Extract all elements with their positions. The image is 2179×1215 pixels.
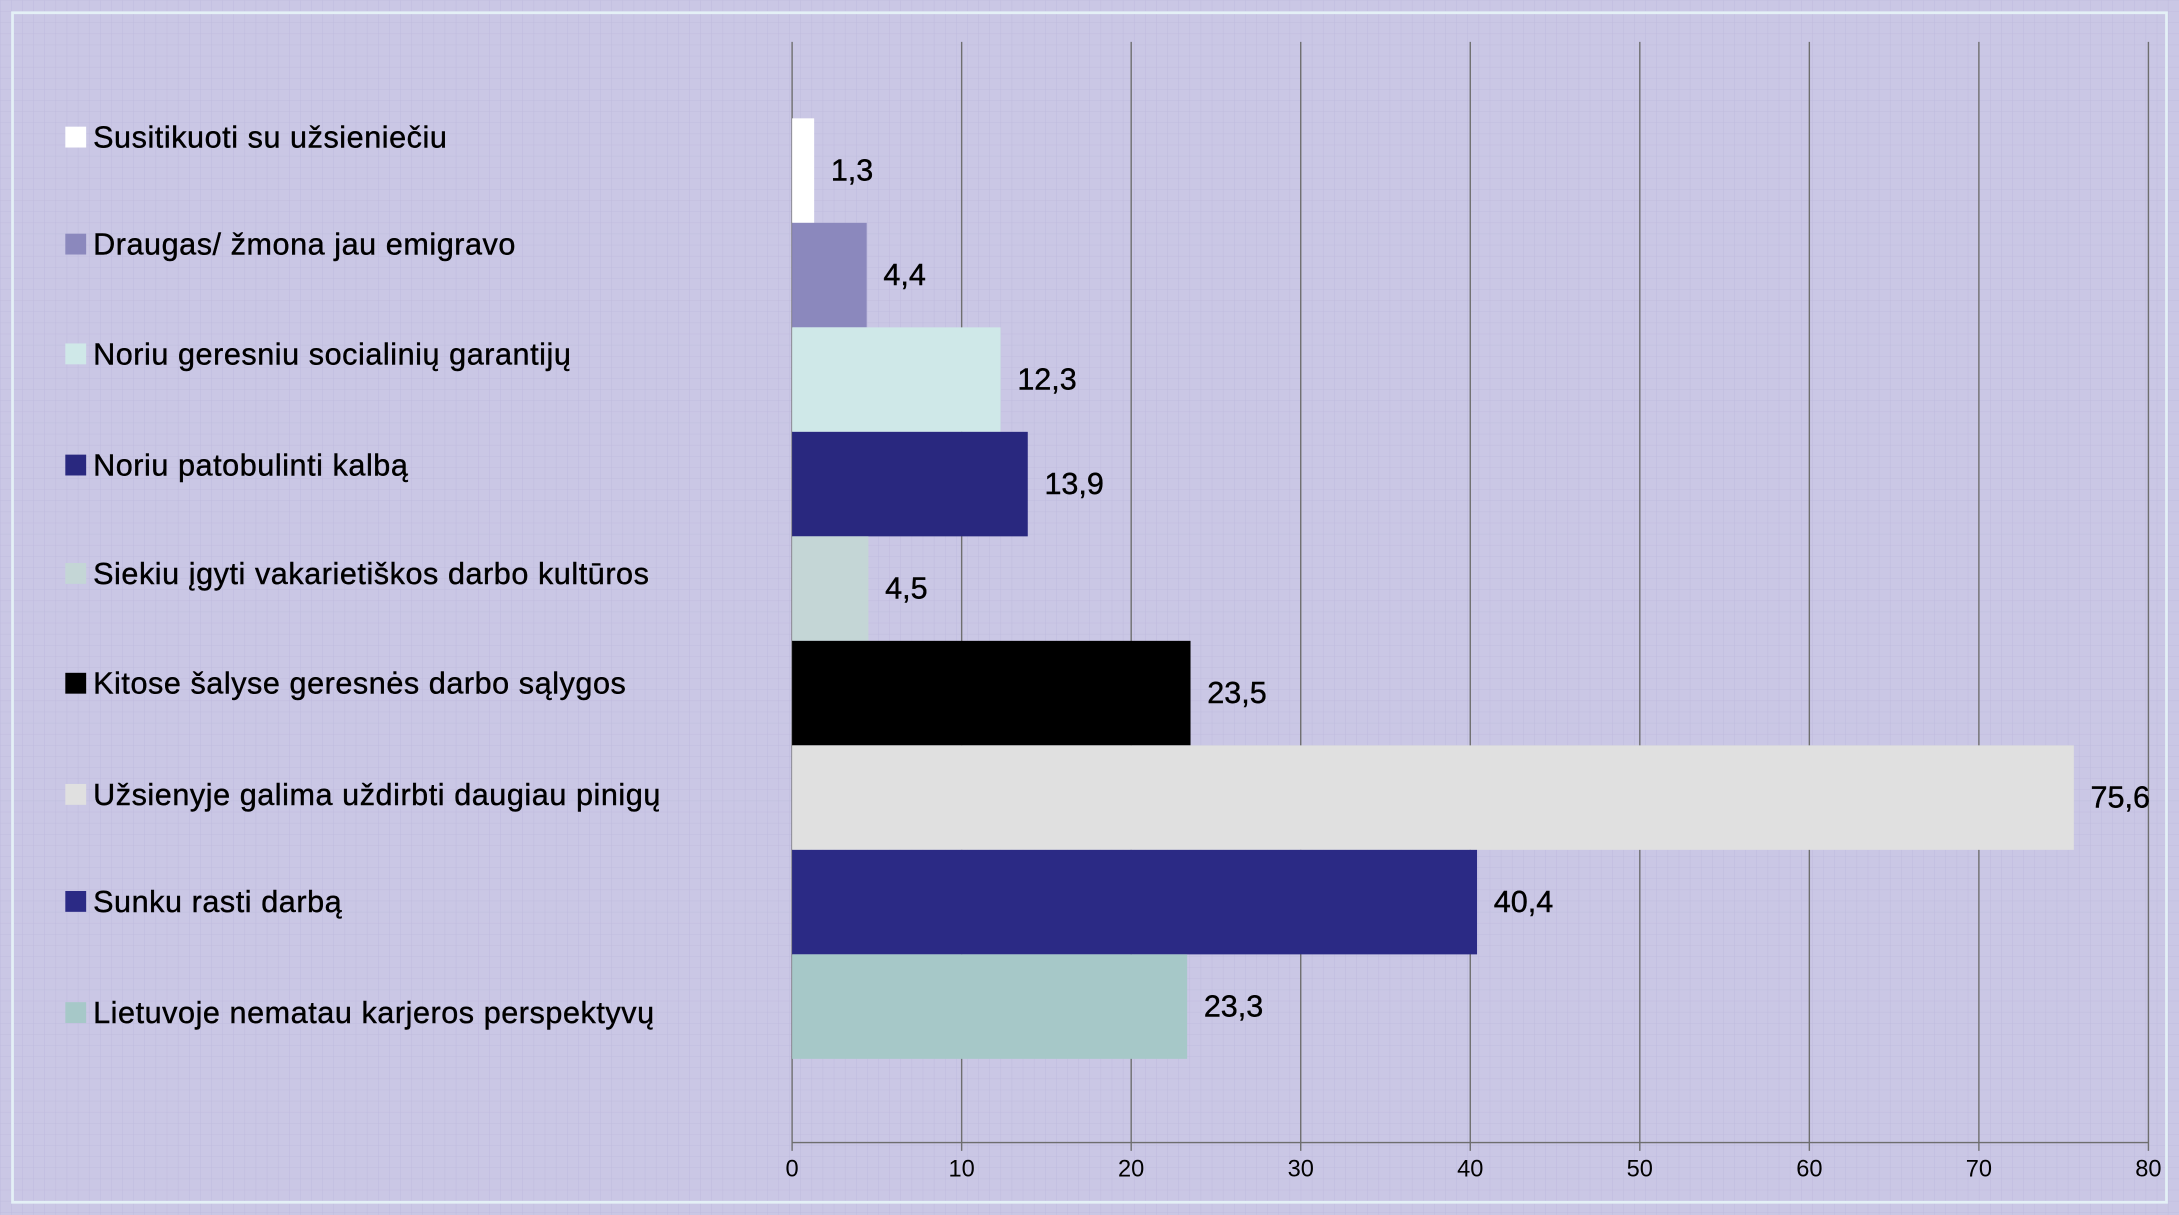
- bar: [792, 954, 1188, 1059]
- legend-label: Siekiu įgyti vakarietiškos darbo kultūro…: [93, 556, 650, 591]
- legend-item: Noriu patobulinti kalbą: [93, 447, 409, 483]
- legend-swatch: [65, 343, 87, 365]
- bar: [792, 536, 869, 641]
- legend-label: Kitose šalyse geresnės darbo sąlygos: [93, 665, 627, 701]
- data-label: 4,5: [885, 572, 927, 606]
- legend-label: Lietuvoje nematau karjeros perspektyvų: [93, 995, 655, 1030]
- legend-item: Draugas/ žmona jau emigravo: [93, 226, 516, 262]
- data-label: 4,4: [883, 258, 925, 292]
- data-label: 1,3: [831, 154, 874, 188]
- x-tick-label: 60: [1796, 1157, 1822, 1183]
- bar: [792, 118, 815, 223]
- data-label: 23,5: [1207, 676, 1266, 710]
- legend-swatch: [65, 563, 87, 584]
- legend-item: Lietuvoje nematau karjeros perspektyvų: [93, 995, 655, 1030]
- bar: [792, 327, 1001, 432]
- legend-item: Siekiu įgyti vakarietiškos darbo kultūro…: [93, 556, 650, 591]
- data-label: 40,4: [1494, 885, 1553, 919]
- legend-label: Sunku rasti darbą: [93, 884, 343, 919]
- legend-swatch: [65, 126, 87, 148]
- x-tick-label: 80: [2135, 1157, 2161, 1183]
- legend-item: Kitose šalyse geresnės darbo sąlygos: [93, 665, 627, 701]
- legend-label: Draugas/ žmona jau emigravo: [93, 226, 516, 262]
- bar: [792, 640, 1191, 746]
- data-label: 23,3: [1204, 990, 1263, 1024]
- legend-swatch: [65, 1002, 87, 1024]
- x-tick-label: 10: [949, 1157, 975, 1183]
- legend-swatch: [65, 454, 87, 476]
- legend-swatch: [65, 783, 87, 805]
- x-tick-label: 20: [1118, 1157, 1144, 1183]
- legend-item: Užsienyje galima uždirbti daugiau pinigų: [93, 777, 661, 812]
- data-label: 75,6: [2091, 781, 2150, 815]
- legend-swatch: [65, 233, 87, 255]
- data-label: 13,9: [1044, 467, 1103, 501]
- legend-swatch: [65, 672, 87, 694]
- legend-label: Užsienyje galima uždirbti daugiau pinigų: [93, 777, 661, 812]
- legend-label: Susitikuoti su užsieniečiu: [93, 119, 448, 155]
- bar: [792, 431, 1028, 537]
- bar: [792, 745, 2074, 850]
- legend-item: Noriu geresniu socialinių garantijų: [93, 336, 572, 372]
- bar: [792, 222, 867, 328]
- bar: [792, 849, 1478, 955]
- x-tick-label: 30: [1288, 1157, 1314, 1183]
- legend-swatch: [65, 890, 87, 912]
- legend-item: Susitikuoti su užsieniečiu: [93, 119, 448, 155]
- data-label: 12,3: [1017, 363, 1076, 397]
- x-tick-label: 70: [1966, 1157, 1992, 1183]
- x-tick-label: 50: [1627, 1157, 1653, 1183]
- legend-label: Noriu geresniu socialinių garantijų: [93, 336, 572, 372]
- x-tick-label: 0: [786, 1157, 799, 1183]
- x-tick-label: 40: [1457, 1157, 1483, 1183]
- frame: [11, 11, 2168, 1204]
- legend-label: Noriu patobulinti kalbą: [93, 447, 409, 483]
- legend-item: Sunku rasti darbą: [93, 884, 343, 919]
